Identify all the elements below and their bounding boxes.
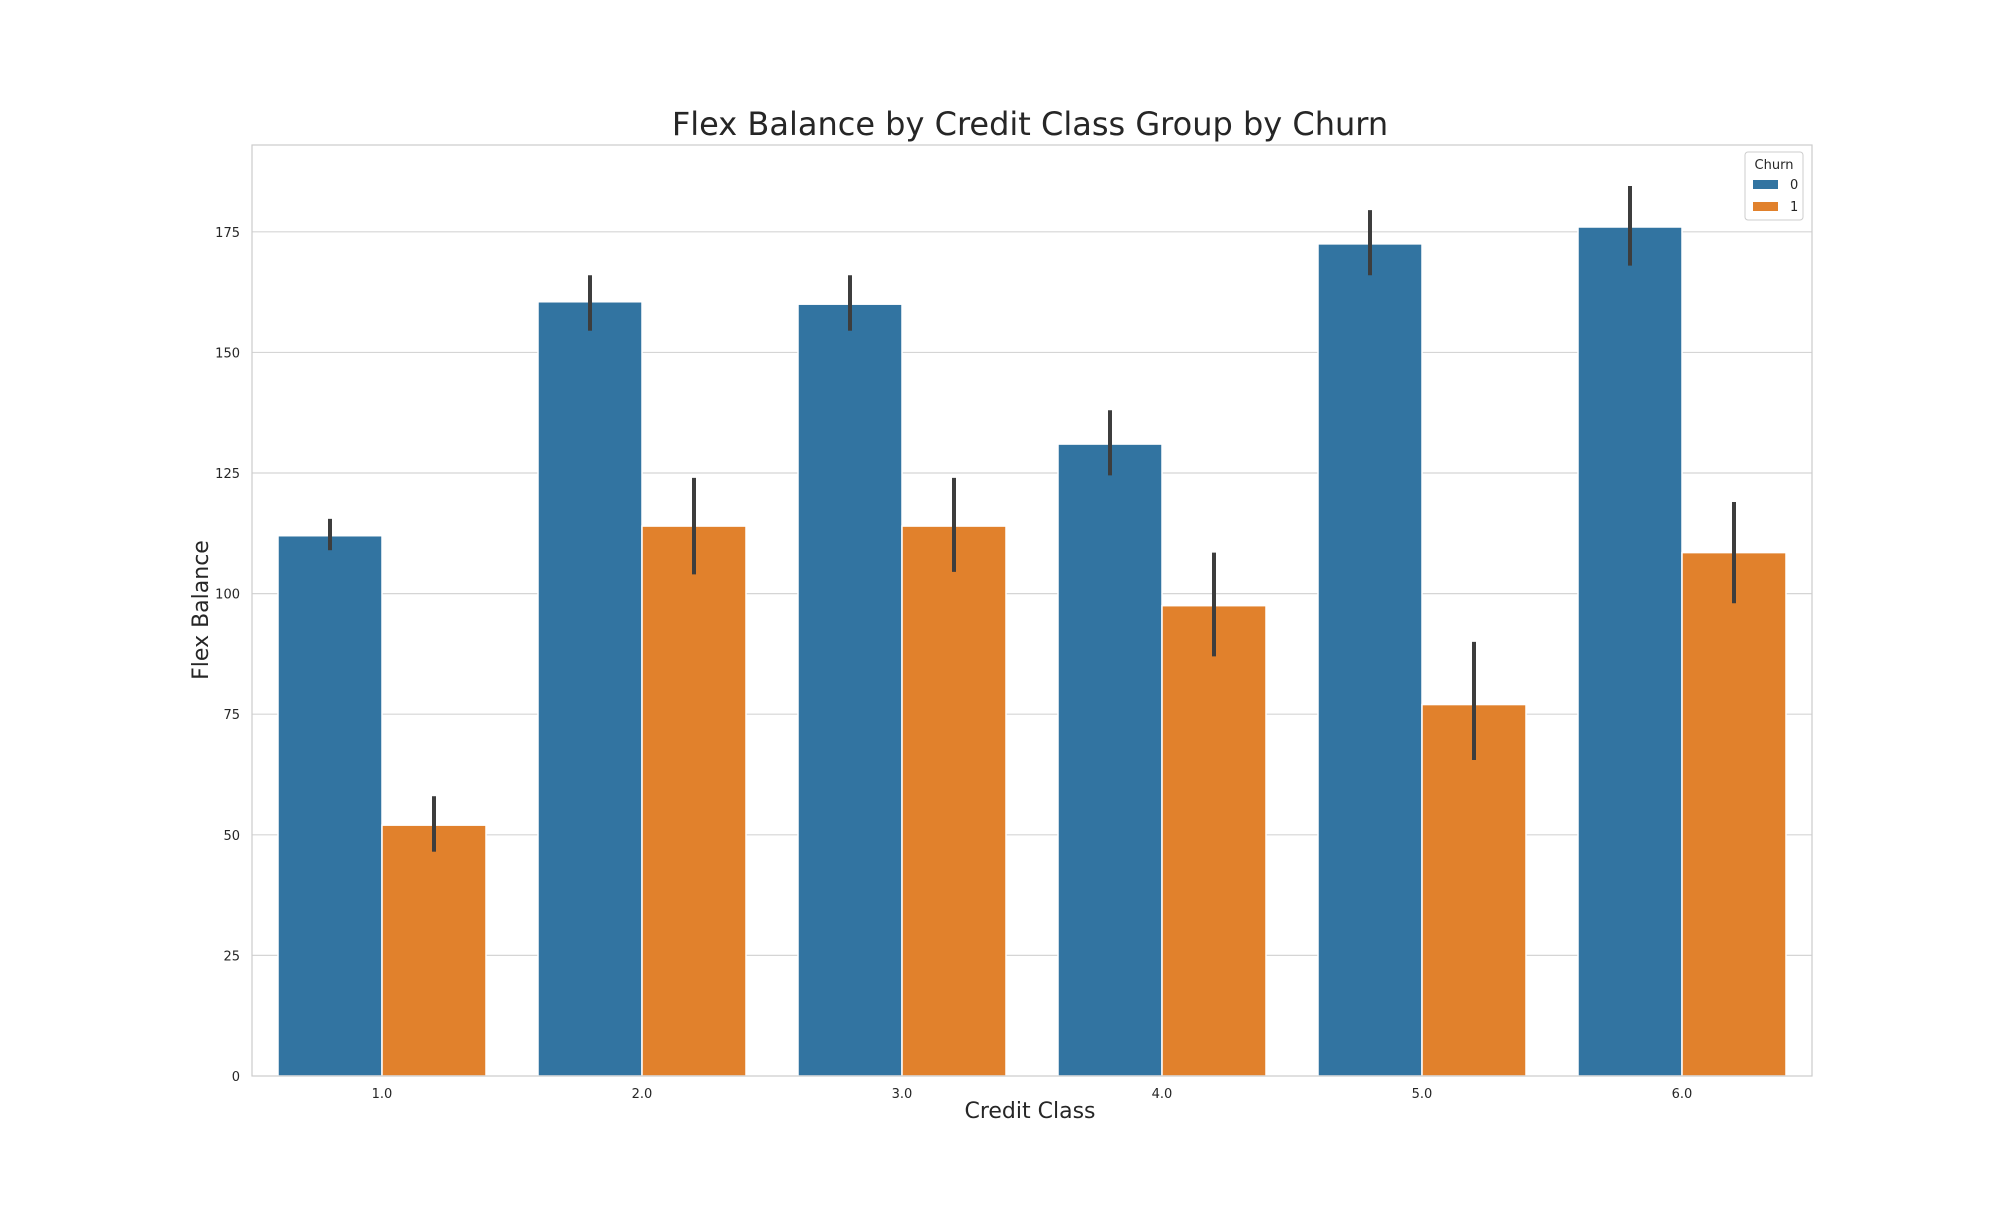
x-tick-label: 2.0 [632,1087,653,1102]
bar [1317,243,1423,1077]
legend-label-1: 1 [1790,200,1798,215]
x-tick-label: 5.0 [1412,1087,1433,1102]
x-tick-label: 4.0 [1152,1087,1173,1102]
bar [1681,551,1787,1077]
legend-title: Churn [1755,158,1794,173]
x-axis-label: Credit Class [964,1099,1095,1124]
y-axis-label: Flex Balance [189,540,214,680]
y-tick-label: 125 [215,467,240,482]
legend-label-0: 0 [1790,178,1798,193]
bar [1577,226,1683,1077]
bar [537,301,643,1077]
bar [1161,604,1267,1077]
y-tick-label: 100 [215,588,240,603]
legend-swatch-0 [1753,180,1778,189]
bar [641,525,747,1077]
y-tick-label: 150 [215,346,240,361]
bars [277,226,1787,1077]
bar [381,824,487,1077]
grid-lines [252,231,1812,957]
bar [277,534,383,1077]
error-bars [328,186,1736,852]
y-tick-label: 175 [215,226,240,241]
y-tick-label: 25 [223,949,240,964]
y-tick-label: 75 [223,708,240,723]
legend: Churn 0 1 [1744,151,1804,221]
chart-title: Flex Balance by Credit Class Group by Ch… [672,105,1388,143]
x-tick-label: 3.0 [892,1087,913,1102]
bar [797,303,903,1077]
legend-swatch-1 [1753,202,1778,211]
x-tick-label: 1.0 [372,1087,393,1102]
y-tick-label: 50 [223,829,240,844]
bar [1421,703,1527,1077]
plot-frame [251,144,1813,1077]
bar [1057,443,1163,1077]
x-tick-label: 6.0 [1672,1087,1693,1102]
tick-labels: 0 25 50 75 100 125 150 175 1.0 2.0 3.0 4.0 5.0 6.0 [215,226,1692,1102]
bar [901,525,1007,1077]
y-tick-label: 0 [232,1070,240,1085]
